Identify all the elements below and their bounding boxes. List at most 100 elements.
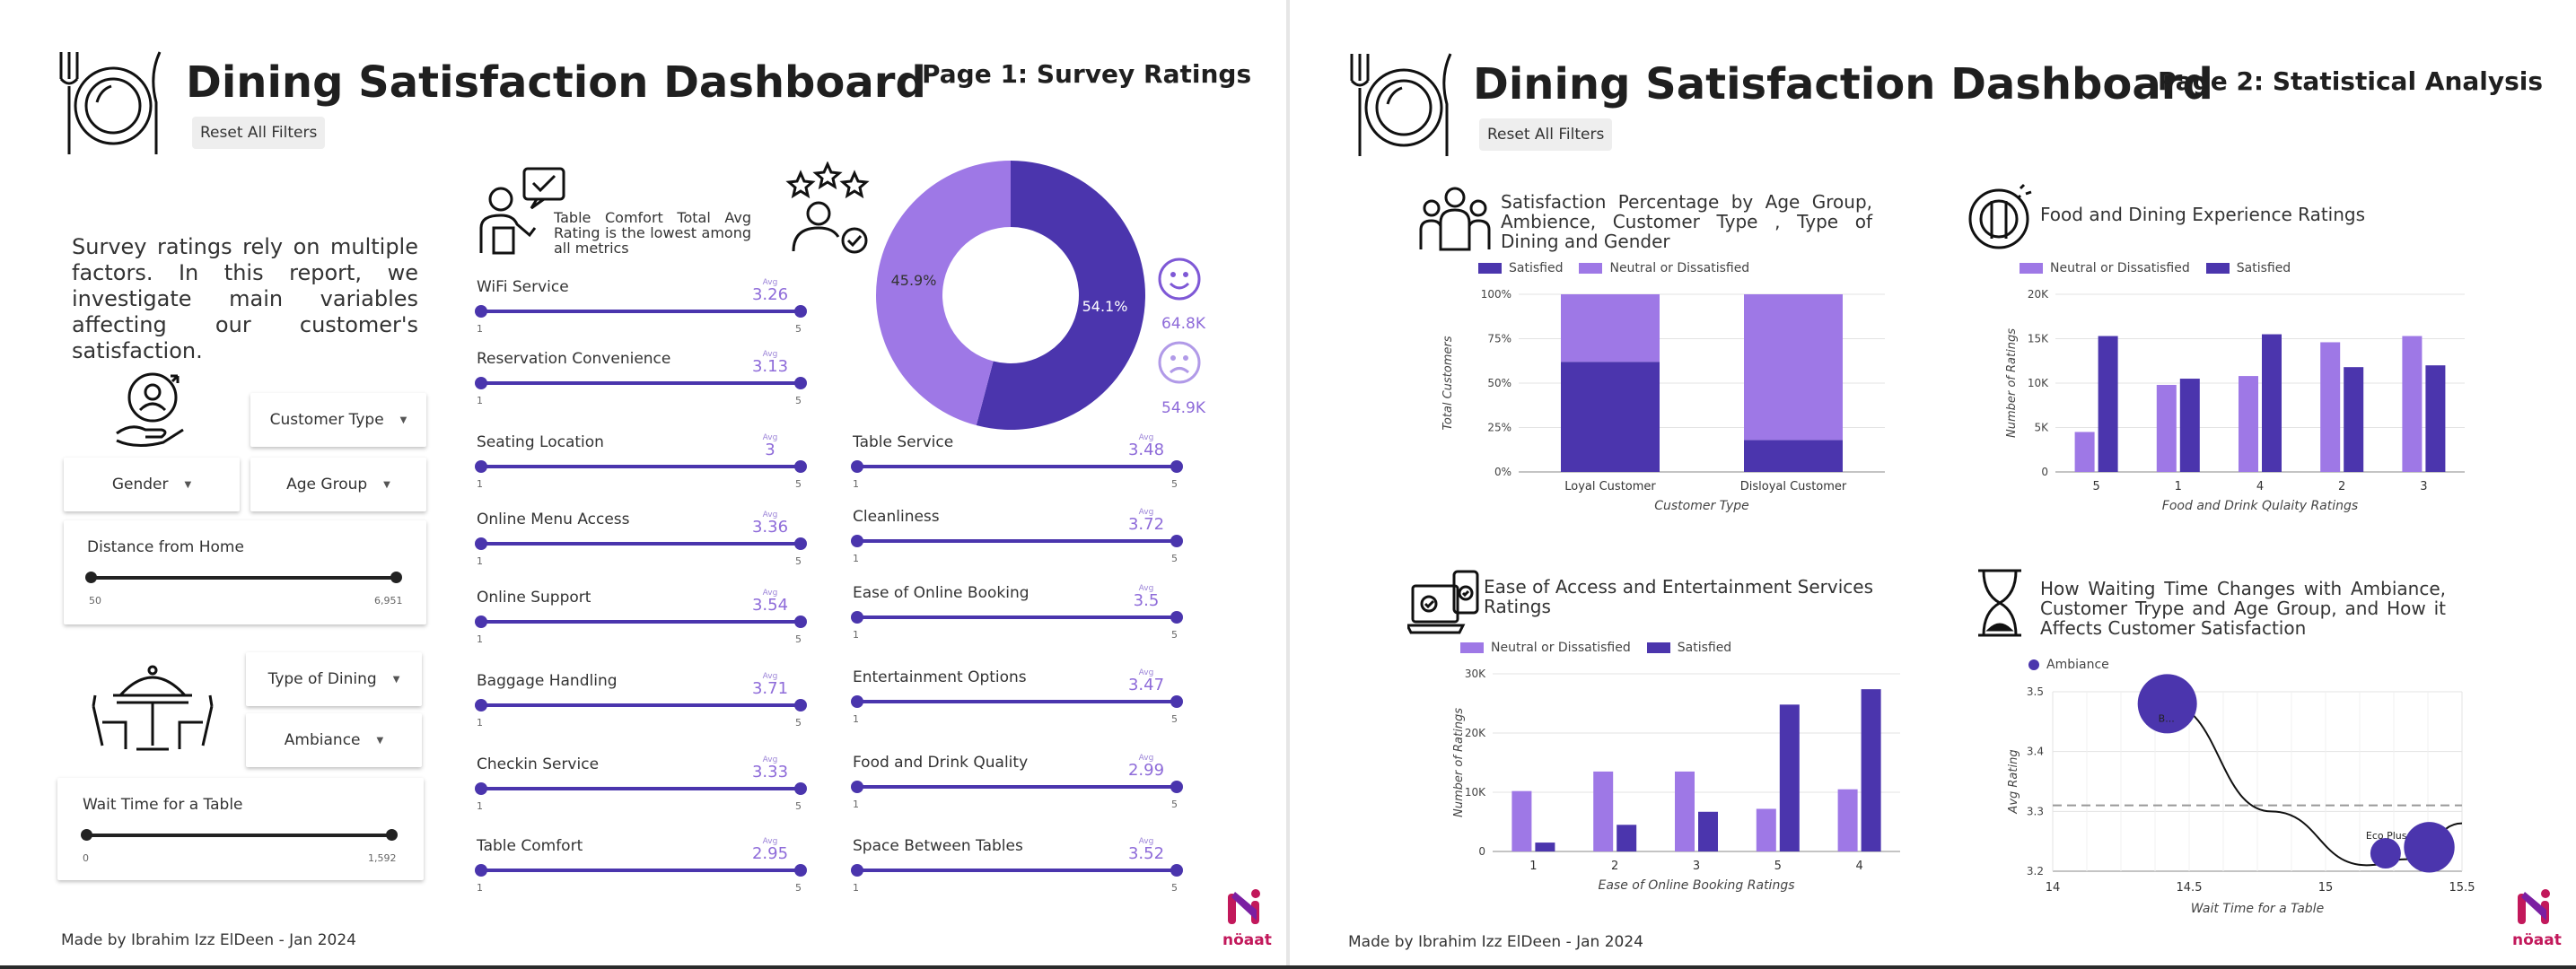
legend-swatch-neutral bbox=[2020, 263, 2043, 274]
y-tick-label: 3.3 bbox=[2027, 805, 2044, 817]
donut-slice-satisfied[interactable] bbox=[976, 161, 1145, 430]
bubble-point[interactable] bbox=[2404, 822, 2455, 873]
rating-value: 3.13 bbox=[751, 357, 789, 376]
bar-satisfied[interactable] bbox=[2425, 365, 2446, 472]
bar-satisfied[interactable] bbox=[1617, 825, 1637, 851]
wait-time-slider-max-handle[interactable] bbox=[386, 829, 398, 841]
y-axis-title: Total Customers bbox=[1441, 336, 1455, 430]
bar-neutral-or-dissatisfied[interactable] bbox=[1744, 294, 1843, 441]
rating-label: Entertainment Options bbox=[853, 668, 1027, 686]
x-tick-label: 1 bbox=[1529, 860, 1537, 873]
bar-neutral-or-dissatisfied[interactable] bbox=[1593, 771, 1614, 851]
bar-neutral-or-dissatisfied[interactable] bbox=[2074, 432, 2095, 472]
rating-value: 2.99 bbox=[1127, 761, 1165, 780]
wait-time-slider-card: Wait Time for a Table 0 1,592 bbox=[57, 778, 424, 880]
bar-satisfied[interactable] bbox=[2344, 367, 2364, 472]
rating-min-dot bbox=[851, 460, 863, 473]
legend-label-neutral: Neutral or Dissatisfied bbox=[2050, 261, 2190, 275]
x-tick-label: 4 bbox=[1855, 860, 1862, 873]
bar-neutral-or-dissatisfied[interactable] bbox=[1675, 771, 1695, 851]
rating-value: 3.47 bbox=[1127, 676, 1165, 694]
bar-satisfied[interactable] bbox=[1698, 811, 1718, 851]
rating-track bbox=[480, 381, 800, 385]
bar-satisfied[interactable] bbox=[2179, 379, 2200, 472]
rating-avg-caption: Avg bbox=[1138, 584, 1154, 593]
pct-legend: Satisfied Neutral or Dissatisfied bbox=[1478, 261, 1749, 275]
bubble-point[interactable] bbox=[2370, 838, 2401, 869]
x-tick-label: 4 bbox=[2256, 480, 2264, 493]
rating-scale-max: 5 bbox=[795, 555, 802, 567]
rating-track bbox=[480, 465, 800, 468]
rating-scale-max: 5 bbox=[1171, 478, 1178, 490]
distance-slider-max-handle[interactable] bbox=[390, 572, 402, 583]
food-legend: Neutral or Dissatisfied Satisfied bbox=[2020, 261, 2291, 275]
y-tick-label: 20K bbox=[1465, 727, 1486, 739]
rating-label: Checkin Service bbox=[477, 755, 600, 773]
bar-satisfied[interactable] bbox=[1861, 689, 1881, 851]
bar-satisfied[interactable] bbox=[2262, 334, 2282, 472]
rating-scorecard-right-2: Ease of Online Booking Avg 3.5 1 5 bbox=[851, 584, 1185, 656]
rating-max-dot bbox=[1170, 611, 1183, 624]
bar-satisfied[interactable] bbox=[1779, 704, 1800, 851]
rating-scorecard-right-4: Food and Drink Quality Avg 2.99 1 5 bbox=[851, 754, 1185, 825]
footer-credit: Made by Ibrahim Izz ElDeen - Jan 2024 bbox=[61, 931, 356, 949]
rating-avg-caption: Avg bbox=[762, 511, 778, 519]
rating-min-dot bbox=[475, 699, 487, 711]
sad-icon bbox=[1157, 340, 1202, 388]
bar-neutral-or-dissatisfied[interactable] bbox=[1756, 808, 1776, 851]
smile-icon bbox=[1157, 257, 1202, 305]
rating-scale-min: 1 bbox=[853, 553, 859, 564]
neutral-count: 54.9K bbox=[1161, 399, 1205, 417]
brand-logo-text: nöaat bbox=[1222, 931, 1272, 949]
bar-neutral-or-dissatisfied[interactable] bbox=[2239, 376, 2258, 472]
donut-slice-neutral[interactable] bbox=[875, 161, 1011, 426]
gender-filter[interactable]: Gender ▼ bbox=[64, 458, 240, 511]
dashboard-title: Dining Satisfaction Dashboard bbox=[186, 57, 926, 108]
ambiance-filter[interactable]: Ambiance ▼ bbox=[246, 713, 422, 767]
reset-filters-button[interactable]: Reset All Filters bbox=[1479, 118, 1613, 151]
bar-satisfied[interactable] bbox=[1744, 440, 1843, 472]
rating-max-dot bbox=[794, 615, 807, 628]
insight-text: Table Comfort Total Avg Rating is the lo… bbox=[554, 209, 751, 257]
type-of-dining-filter[interactable]: Type of Dining ▼ bbox=[246, 652, 422, 706]
bar-neutral-or-dissatisfied[interactable] bbox=[2320, 342, 2341, 472]
reset-filters-button[interactable]: Reset All Filters bbox=[192, 117, 326, 149]
distance-slider-min-handle[interactable] bbox=[85, 572, 97, 583]
pct-chart-title: Satisfaction Percentage by Age Group, Am… bbox=[1501, 191, 1872, 252]
rating-track bbox=[480, 787, 800, 790]
bar-neutral-or-dissatisfied[interactable] bbox=[2156, 384, 2177, 472]
bubble-point[interactable] bbox=[2137, 674, 2197, 734]
bar-neutral-or-dissatisfied[interactable] bbox=[1837, 789, 1858, 851]
age-group-filter[interactable]: Age Group ▼ bbox=[250, 458, 426, 511]
customer-type-label: Customer Type bbox=[269, 411, 384, 429]
laptop-phone-icon bbox=[1405, 568, 1481, 640]
rating-value: 3.71 bbox=[751, 679, 789, 698]
bar-satisfied[interactable] bbox=[1535, 842, 1555, 851]
satisfaction-percentage-chart: 0% 25% 50% 75% 100% Loyal Customer Disloyal Cu… bbox=[1441, 288, 1885, 513]
brand-logo: nöaat bbox=[2512, 888, 2566, 949]
x-tick-label: Loyal Customer bbox=[1564, 480, 1656, 493]
rating-scorecard-left-6: Checkin Service Avg 3.33 1 5 bbox=[475, 755, 809, 827]
rating-track bbox=[480, 620, 800, 624]
rating-track bbox=[856, 615, 1176, 619]
bar-neutral-or-dissatisfied[interactable] bbox=[1561, 294, 1660, 362]
rating-scale-max: 5 bbox=[1171, 553, 1178, 564]
y-tick-label: 75% bbox=[1487, 333, 1511, 345]
food-plate-icon bbox=[1967, 183, 2035, 255]
rating-track bbox=[480, 703, 800, 707]
rating-scale-min: 1 bbox=[853, 478, 859, 490]
rating-track bbox=[480, 869, 800, 872]
bar-satisfied[interactable] bbox=[2098, 336, 2118, 472]
wait-time-slider-min: 0 bbox=[83, 852, 89, 864]
wait-time-slider-track[interactable] bbox=[86, 834, 391, 837]
customer-type-filter[interactable]: Customer Type ▼ bbox=[250, 393, 426, 447]
bar-neutral-or-dissatisfied[interactable] bbox=[2402, 336, 2423, 472]
bar-satisfied[interactable] bbox=[1561, 362, 1660, 472]
wait-time-scatter-chart: 3.2 3.3 3.4 3.5 14 14.5 15 15.5 B... Eco Plus Wait… bbox=[2007, 674, 2475, 916]
bubble-label: Eco Plus bbox=[2366, 830, 2407, 842]
distance-slider-track[interactable] bbox=[91, 576, 396, 580]
rating-min-dot bbox=[851, 864, 863, 877]
wait-time-slider-min-handle[interactable] bbox=[81, 829, 92, 841]
bar-neutral-or-dissatisfied[interactable] bbox=[1511, 790, 1532, 851]
ease-chart-title: Ease of Access and Entertainment Service… bbox=[1484, 576, 1873, 617]
